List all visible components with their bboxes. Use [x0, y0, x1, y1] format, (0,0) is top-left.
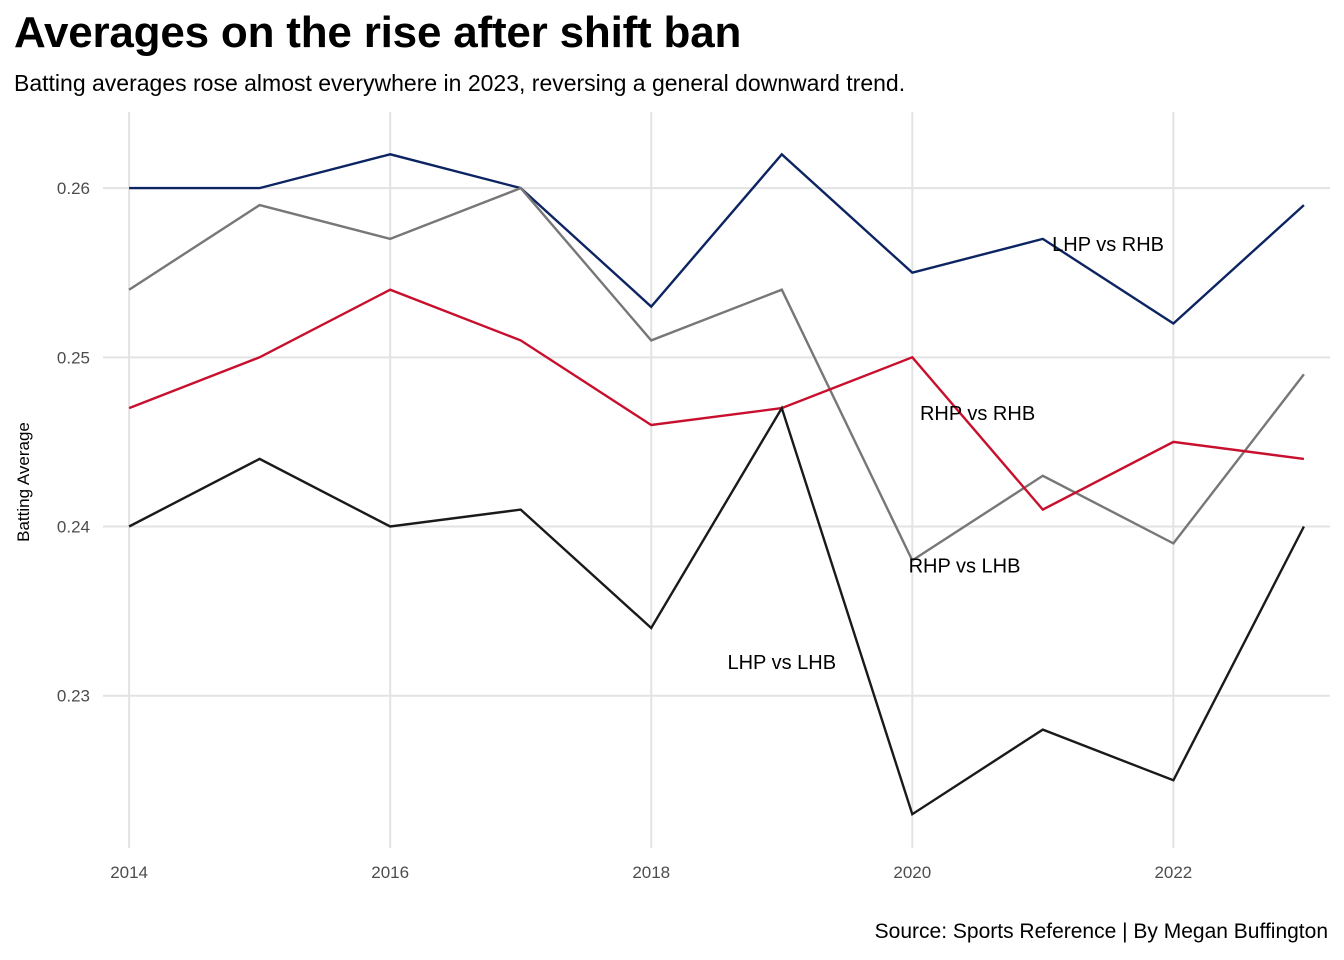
y-axis-ticks: 0.23 0.24 0.25 0.26 — [57, 179, 90, 706]
x-tick-label: 2014 — [110, 863, 148, 882]
series-line-lhp-vs-lhb — [128, 405, 1305, 817]
series-label: LHP vs LHB — [727, 652, 836, 674]
y-tick-label: 0.26 — [57, 179, 90, 198]
series-line-lhp-vs-rhb — [129, 152, 1305, 326]
chart-caption: Source: Sports Reference | By Megan Buff… — [874, 920, 1328, 943]
series-labels: LHP vs RHB RHP vs LHB RHP vs RHB LHP vs LHB — [727, 234, 1164, 674]
series-lines — [128, 152, 1305, 817]
x-tick-label: 2018 — [632, 863, 670, 882]
x-tick-label: 2022 — [1154, 863, 1192, 882]
y-axis-title: Batting Average — [14, 422, 33, 542]
chart-subtitle: Batting averages rose almost everywhere … — [14, 70, 906, 96]
series-label: LHP vs RHB — [1052, 234, 1164, 256]
x-tick-label: 2020 — [893, 863, 931, 882]
series-line-rhp-vs-lhb — [128, 186, 1305, 563]
horizontal-gridlines — [103, 187, 1330, 697]
y-tick-label: 0.23 — [57, 687, 90, 706]
x-axis-ticks: 2014 2016 2018 2020 2022 — [110, 863, 1192, 882]
vertical-gridlines — [128, 112, 1175, 848]
series-line-rhp-vs-rhb — [128, 288, 1305, 512]
x-tick-label: 2016 — [371, 863, 409, 882]
series-label: RHP vs RHB — [920, 403, 1035, 425]
series-label: RHP vs LHB — [909, 555, 1021, 577]
y-tick-label: 0.25 — [57, 348, 90, 367]
y-tick-label: 0.24 — [57, 518, 90, 537]
chart-title: Averages on the rise after shift ban — [14, 8, 742, 57]
